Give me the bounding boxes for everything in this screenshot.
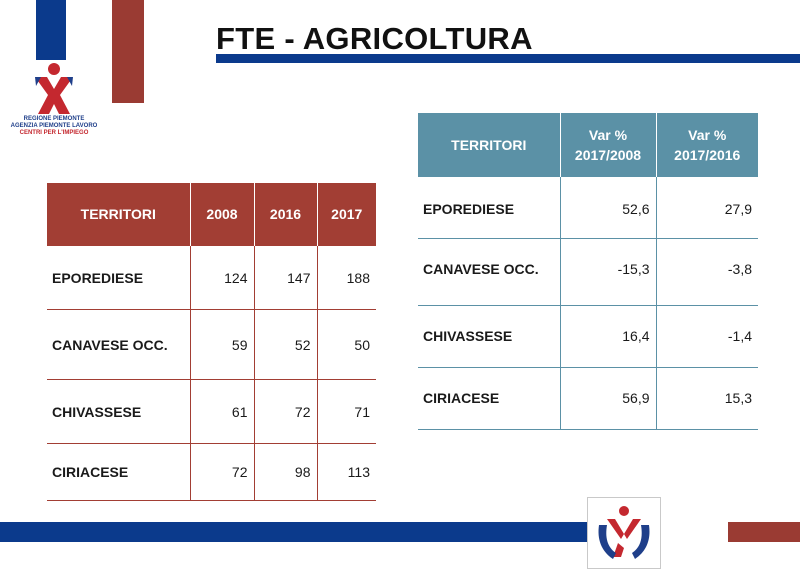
table-row: CIRIACESE 72 98 113 (47, 443, 376, 501)
table-row: CHIVASSESE 16,4 -1,4 (418, 305, 758, 368)
top-red-bar (112, 0, 144, 103)
territory-name: CIRIACESE (418, 367, 560, 430)
header-territori: TERRITORI (47, 183, 190, 246)
bottom-blue-bar (0, 522, 622, 542)
variation-2017-2008: 16,4 (559, 305, 656, 368)
value-2008: 61 (189, 379, 254, 444)
table-row: CIRIACESE 56,9 15,3 (418, 367, 758, 430)
territory-name: CANAVESE OCC. (418, 238, 560, 306)
variation-2017-2008: 52,6 (559, 176, 656, 239)
slide-title: FTE - AGRICOLTURA (216, 21, 533, 56)
value-2017: 50 (316, 309, 376, 380)
territory-name: EPOREDIESE (47, 245, 190, 310)
table-header-row: TERRITORI 2008 2016 2017 (47, 183, 376, 246)
table-row: EPOREDIESE 124 147 188 (47, 245, 376, 310)
header-year-2017: 2017 (316, 183, 376, 246)
header-var-label: Var % (688, 126, 727, 143)
regione-piemonte-emblem-icon (598, 506, 650, 559)
regione-piemonte-logo: REGIONE PIEMONTE AGENZIA PIEMONTE LAVORO… (4, 62, 104, 146)
value-2008: 72 (189, 443, 254, 501)
value-2008: 124 (189, 245, 254, 310)
territory-name: CIRIACESE (47, 443, 190, 501)
bottom-red-bar (728, 522, 800, 542)
value-2008: 59 (189, 309, 254, 380)
variation-2017-2016: 27,9 (655, 176, 758, 239)
regione-piemonte-emblem-icon (35, 63, 73, 114)
territory-name: CHIVASSESE (47, 379, 190, 444)
value-2016: 52 (253, 309, 317, 380)
variation-2017-2016: -3,8 (655, 238, 758, 306)
top-blue-bar (36, 0, 66, 60)
value-2016: 72 (253, 379, 317, 444)
value-2017: 188 (316, 245, 376, 310)
header-year-2016: 2016 (253, 183, 317, 246)
territory-name: CHIVASSESE (418, 305, 560, 368)
table-row: EPOREDIESE 52,6 27,9 (418, 176, 758, 239)
logo-text-line3: CENTRI PER L'IMPIEGO (19, 130, 89, 136)
header-var-period: 2017/2016 (674, 146, 741, 163)
footer-emblem (587, 497, 661, 569)
header-var-2017-2016: Var % 2017/2016 (655, 113, 758, 177)
table-row: CANAVESE OCC. 59 52 50 (47, 309, 376, 380)
fte-values-table: TERRITORI 2008 2016 2017 EPOREDIESE 124 … (47, 183, 376, 501)
value-2017: 71 (316, 379, 376, 444)
header-var-2017-2008: Var % 2017/2008 (559, 113, 656, 177)
title-underline (216, 54, 800, 63)
header-var-period: 2017/2008 (574, 146, 642, 163)
variation-2017-2016: 15,3 (655, 367, 758, 430)
table-header-row: TERRITORI Var % 2017/2008 Var % 2017/201… (418, 113, 758, 177)
header-year-2008: 2008 (189, 183, 254, 246)
fte-variations-table: TERRITORI Var % 2017/2008 Var % 2017/201… (418, 113, 758, 430)
territory-name: EPOREDIESE (418, 176, 560, 239)
territory-name: CANAVESE OCC. (47, 309, 190, 380)
variation-2017-2008: 56,9 (559, 367, 656, 430)
header-var-label: Var % (588, 126, 628, 143)
table-row: CHIVASSESE 61 72 71 (47, 379, 376, 444)
variation-2017-2008: -15,3 (559, 238, 656, 306)
logo-text-line1: REGIONE PIEMONTE (23, 116, 85, 122)
variation-2017-2016: -1,4 (655, 305, 758, 368)
header-territori: TERRITORI (418, 113, 560, 177)
table-row: CANAVESE OCC. -15,3 -3,8 (418, 238, 758, 306)
value-2016: 98 (253, 443, 317, 501)
value-2016: 147 (253, 245, 317, 310)
logo-text-line2: AGENZIA PIEMONTE LAVORO (10, 123, 98, 129)
value-2017: 113 (316, 443, 376, 501)
